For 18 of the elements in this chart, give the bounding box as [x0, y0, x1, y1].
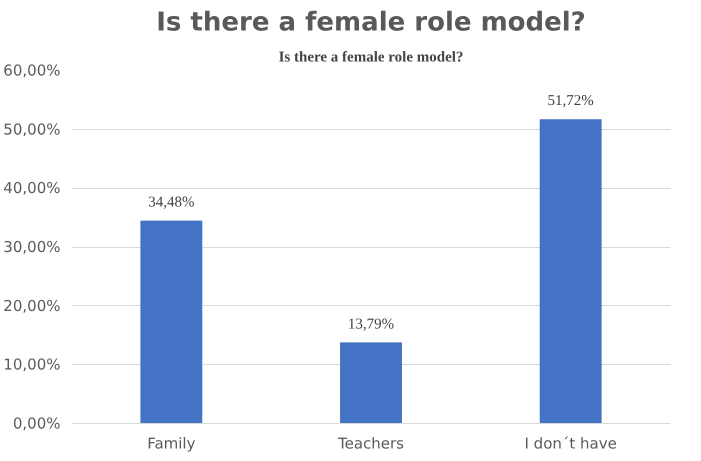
y-tick-label: 20,00% — [3, 296, 61, 315]
text: Is there a female role model? — [278, 50, 464, 66]
x-tick-label: I don´t have — [524, 434, 617, 452]
y-tick-label: 50,00% — [3, 120, 61, 138]
data-label: 13,79% — [348, 316, 394, 332]
bar — [540, 119, 602, 424]
bar — [140, 220, 202, 424]
y-tick-label: 30,00% — [3, 238, 61, 256]
y-tick-label: 10,00% — [3, 356, 61, 374]
data-label: 51,72% — [548, 93, 594, 110]
y-tick-label: 40,00% — [3, 179, 61, 198]
x-tick-label: Family — [147, 434, 196, 452]
y-tick-label: 0,00% — [12, 414, 61, 432]
bar — [340, 342, 402, 424]
data-label: 34,48% — [148, 194, 194, 211]
y-tick-label: 60,00% — [3, 62, 61, 80]
chart-title: Is there a female role model? — [156, 8, 586, 38]
x-tick-label: Teachers — [337, 434, 404, 452]
